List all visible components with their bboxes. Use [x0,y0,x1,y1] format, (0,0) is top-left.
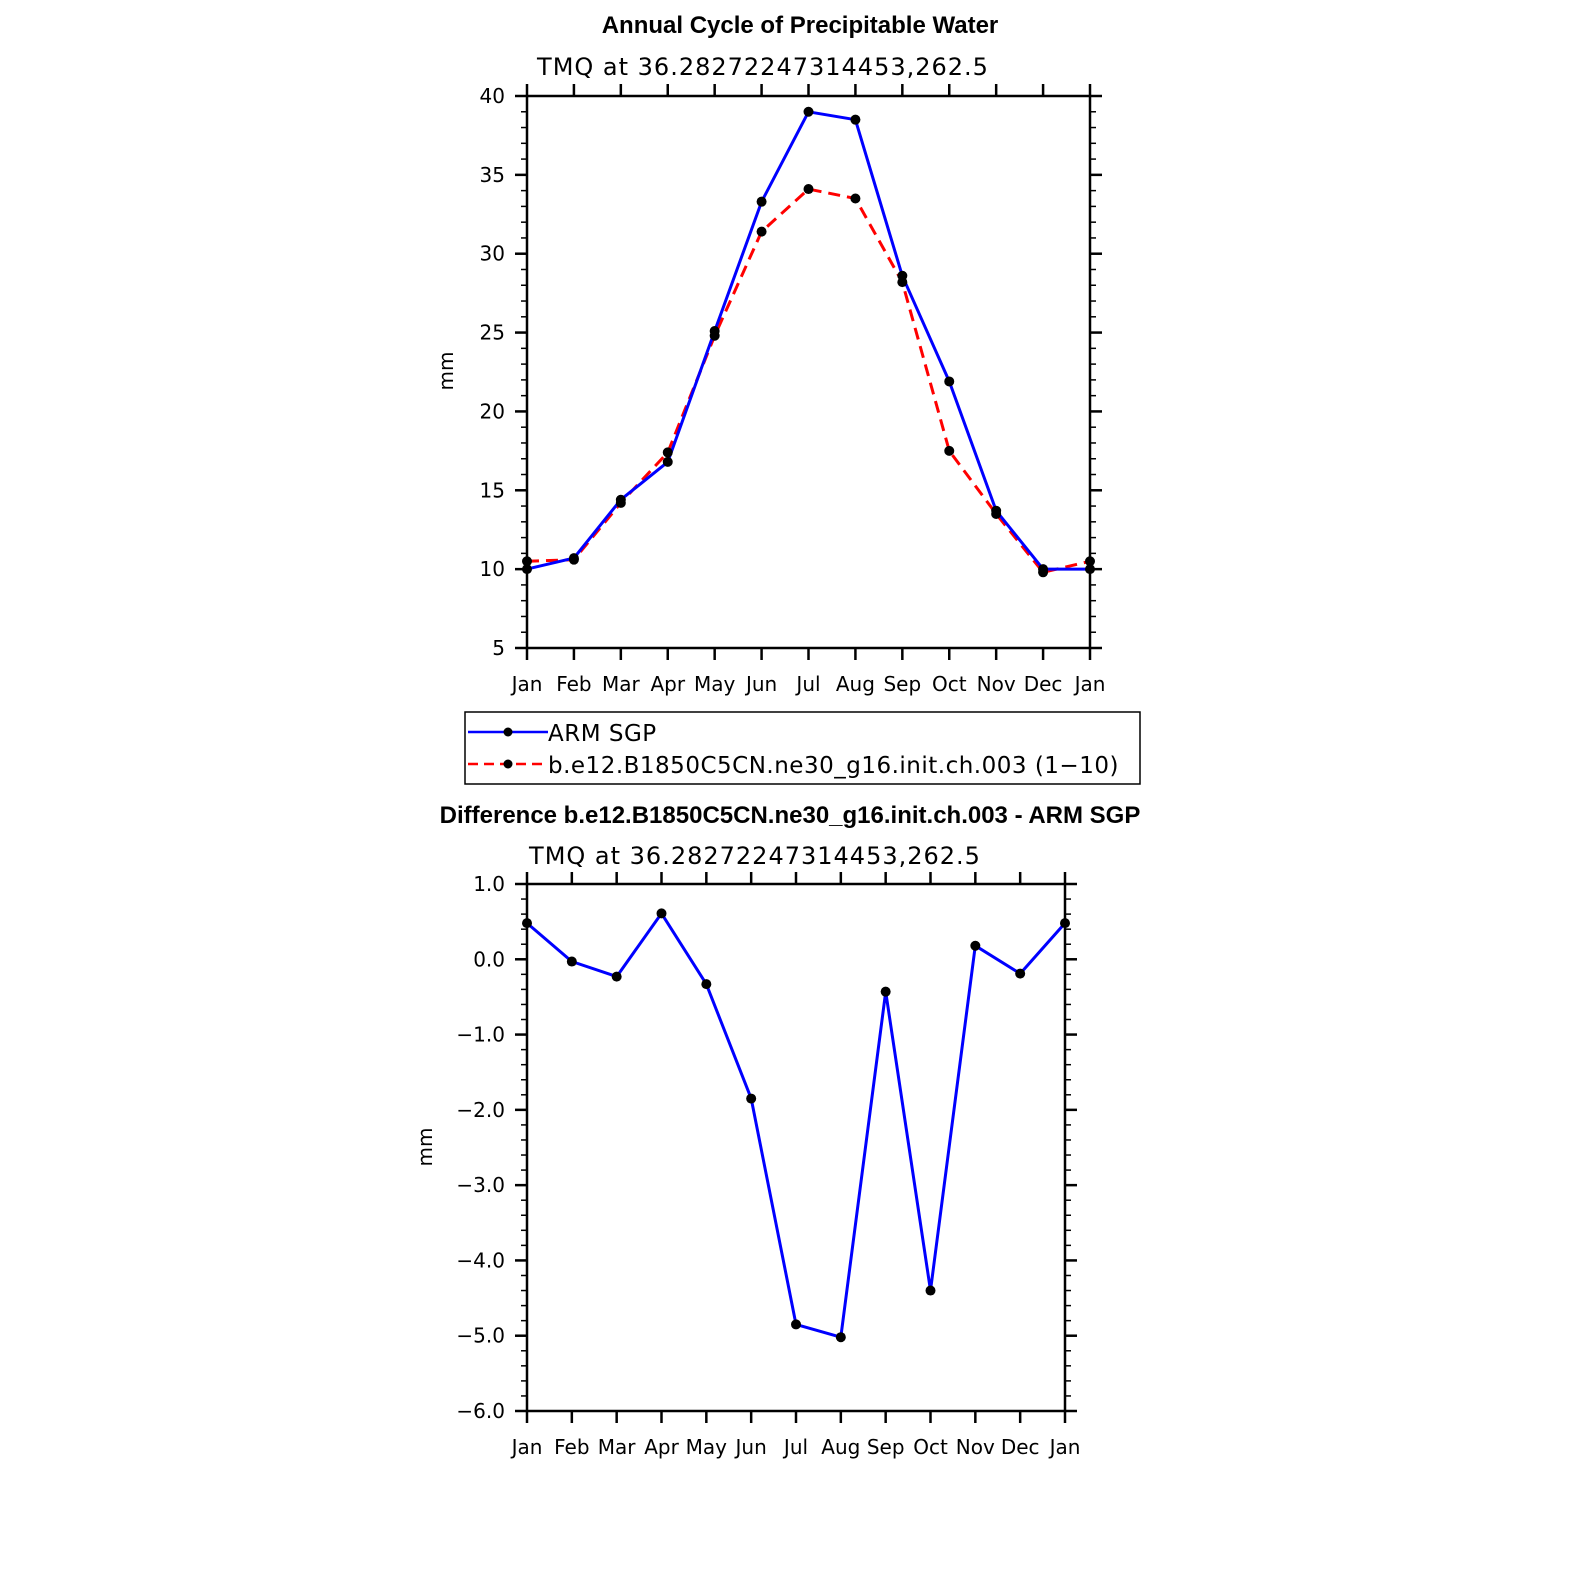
data-point [615,494,626,505]
data-point [991,505,1002,516]
y-tick-label: 35 [480,163,505,187]
x-tick-label: Mar [602,672,641,696]
x-tick-label: Oct [913,1435,948,1459]
x-tick-label: Aug [836,672,875,696]
x-tick-label: Jan [510,1435,543,1459]
x-tick-label: Feb [554,1435,589,1459]
data-point [944,376,955,387]
bottom-chart-ylabel: mm [413,1128,437,1167]
x-tick-label: Nov [956,1435,995,1459]
data-point [662,447,673,458]
y-tick-label: −4.0 [456,1248,505,1272]
x-tick-label: Apr [644,1435,679,1459]
legend: ARM SGP b.e12.B1850C5CN.ne30_g16.init.ch… [464,711,1141,785]
top-chart-ylabel: mm [434,352,458,391]
data-point [756,226,767,237]
x-tick-label: Sep [883,672,921,696]
series-line [526,110,1090,571]
x-tick-label: Dec [1024,672,1063,696]
legend-marker-arm-sgp [503,727,513,737]
top-chart-subtitle: TMQ at 36.28272247314453,262.5 [536,53,989,81]
data-point [611,971,622,982]
x-tick-label: May [686,1435,728,1459]
data-point [566,956,577,967]
x-tick-label: Oct [932,672,967,696]
x-tick-label: Aug [821,1435,860,1459]
bottom-chart-series [522,908,1070,1343]
top-chart-x-tick-labels: Jan Feb Mar Apr May Jun Jul Aug Sep Oct Nov Dec Jan [510,672,1106,696]
x-tick-label: Jun [744,672,777,696]
data-point [925,1285,936,1296]
data-point [850,193,861,204]
data-point [803,106,814,117]
data-point [944,445,955,456]
legend-box [464,711,1141,785]
data-point [897,270,908,281]
data-point [880,986,891,997]
data-point [746,1093,757,1104]
x-tick-label: Nov [977,672,1016,696]
y-tick-label: 15 [480,478,505,502]
top-chart-y-tick-labels: 5 10 15 20 25 30 35 40 [480,84,505,660]
y-tick-label: −5.0 [456,1324,505,1348]
y-tick-label: 1.0 [473,872,505,896]
data-point [1015,968,1026,979]
data-point [835,1332,846,1343]
legend-marker-model [503,759,513,769]
top-chart-title: Annual Cycle of Precipitable Water [602,12,999,39]
data-point [850,114,861,125]
data-point [803,184,814,195]
x-tick-label: Jul [794,672,820,696]
bottom-chart-y-tick-labels: −6.0 −5.0 −4.0 −3.0 −2.0 −1.0 0.0 1.0 [456,872,505,1423]
y-tick-label: 20 [480,399,505,423]
data-point [756,196,767,207]
x-tick-label: Mar [598,1435,637,1459]
y-tick-label: −1.0 [456,1023,505,1047]
y-tick-label: 40 [480,84,505,108]
y-tick-label: 0.0 [473,947,505,971]
x-tick-label: Jun [734,1435,767,1459]
data-point [970,940,981,951]
y-tick-label: 10 [480,557,505,581]
bottom-chart-subtitle: TMQ at 36.28272247314453,262.5 [528,842,981,870]
data-point [662,456,673,467]
bottom-chart-x-tick-labels: Jan Feb Mar Apr May Jun Jul Aug Sep Oct Nov Dec Jan [510,1435,1081,1459]
legend-label-model: b.e12.B1850C5CN.ne30_g16.init.ch.003 (1−… [548,753,1119,779]
series-line [526,911,1067,1339]
legend-label-arm-sgp: ARM SGP [548,721,657,747]
x-tick-label: Jul [782,1435,808,1459]
y-tick-label: 25 [480,321,505,345]
data-point [701,979,712,990]
x-tick-label: Sep [867,1435,905,1459]
bottom-chart-title: Difference b.e12.B1850C5CN.ne30_g16.init… [440,802,1141,829]
y-tick-label: 5 [492,636,505,660]
x-tick-label: Jan [510,672,543,696]
top-chart-series [522,106,1095,578]
x-tick-label: Apr [650,672,685,696]
bottom-chart: Difference b.e12.B1850C5CN.ne30_g16.init… [413,802,1140,1459]
legend-entry-arm-sgp: ARM SGP [468,721,657,747]
data-point [656,908,667,919]
x-tick-label: Dec [1001,1435,1040,1459]
top-chart-ticks [515,84,1102,660]
y-tick-label: −3.0 [456,1173,505,1197]
y-tick-label: 30 [480,242,505,266]
legend-entry-model: b.e12.B1850C5CN.ne30_g16.init.ch.003 (1−… [468,753,1119,779]
top-chart-frame [525,94,1092,650]
bottom-chart-frame [525,882,1067,1413]
x-tick-label: Feb [556,672,591,696]
x-tick-label: May [694,672,736,696]
data-point [791,1319,801,1330]
y-tick-label: −2.0 [456,1098,505,1122]
y-tick-label: −6.0 [456,1399,505,1423]
series-line [526,187,1091,574]
x-tick-label: Jan [1048,1435,1081,1459]
top-chart: Annual Cycle of Precipitable Water TMQ a… [434,12,1105,696]
x-tick-label: Jan [1073,672,1106,696]
data-point [568,553,579,564]
data-point [709,325,720,336]
bottom-chart-ticks [515,872,1077,1423]
data-point [1038,564,1049,575]
